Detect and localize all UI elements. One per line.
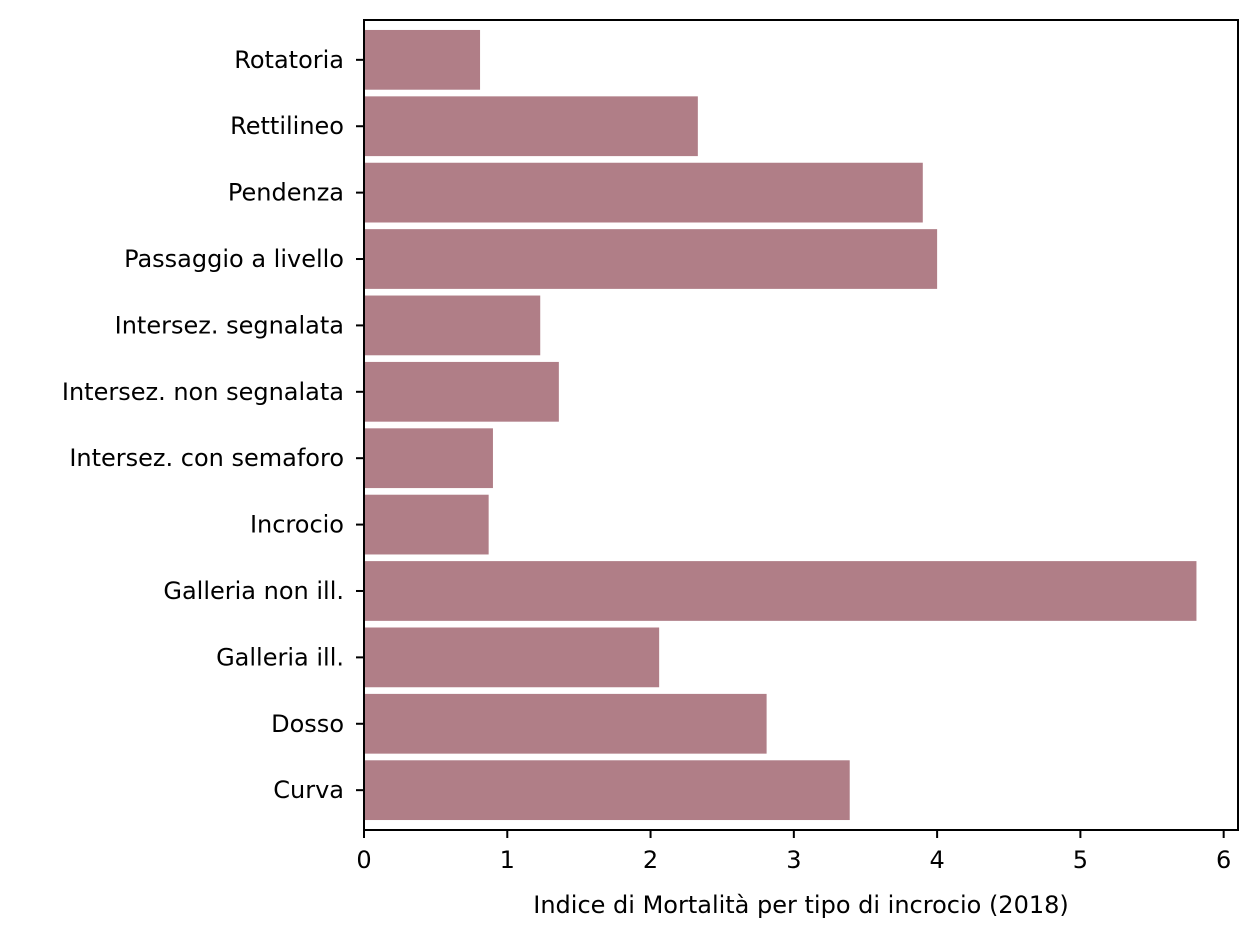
bar — [364, 693, 767, 754]
y-tick-label: Curva — [273, 776, 344, 804]
bar — [364, 627, 660, 688]
bar — [364, 361, 559, 422]
x-tick-label: 0 — [356, 846, 371, 874]
y-tick-label: Intersez. con semaforo — [69, 444, 344, 472]
y-tick-label: Dosso — [271, 710, 344, 738]
y-tick-label: Galleria non ill. — [163, 577, 344, 605]
bar — [364, 561, 1197, 621]
y-tick-label: Rettilineo — [230, 112, 344, 140]
y-tick-label: Galleria ill. — [216, 643, 344, 671]
x-tick-label: 6 — [1216, 846, 1231, 874]
bars-layer — [364, 29, 1197, 821]
bar — [364, 96, 698, 157]
y-tick-label: Rotatoria — [234, 46, 344, 74]
x-tick-label: 4 — [929, 846, 944, 874]
y-tick-label: Intersez. non segnalata — [62, 378, 344, 406]
x-tick-label: 1 — [500, 846, 515, 874]
x-tick-label: 2 — [643, 846, 658, 874]
bar — [364, 162, 923, 223]
x-axis: 0 1 2 3 4 5 6 — [356, 830, 1231, 874]
y-tick-label: Passaggio a livello — [124, 245, 344, 273]
bar — [364, 428, 493, 489]
x-axis-title: Indice di Mortalità per tipo di incrocio… — [533, 891, 1069, 919]
y-tick-label: Incrocio — [250, 511, 344, 539]
y-tick-label: Intersez. segnalata — [115, 311, 344, 339]
x-tick-label: 3 — [786, 846, 801, 874]
bar — [364, 29, 481, 90]
bar — [364, 494, 489, 555]
bar — [364, 760, 850, 821]
bar — [364, 229, 938, 289]
plot-frame — [363, 19, 1239, 831]
x-tick-label: 5 — [1073, 846, 1088, 874]
y-tick-label: Pendenza — [228, 179, 344, 207]
bar — [364, 295, 541, 356]
y-axis: Curva Dosso Galleria ill. Galleria non ill.… — [62, 46, 364, 804]
